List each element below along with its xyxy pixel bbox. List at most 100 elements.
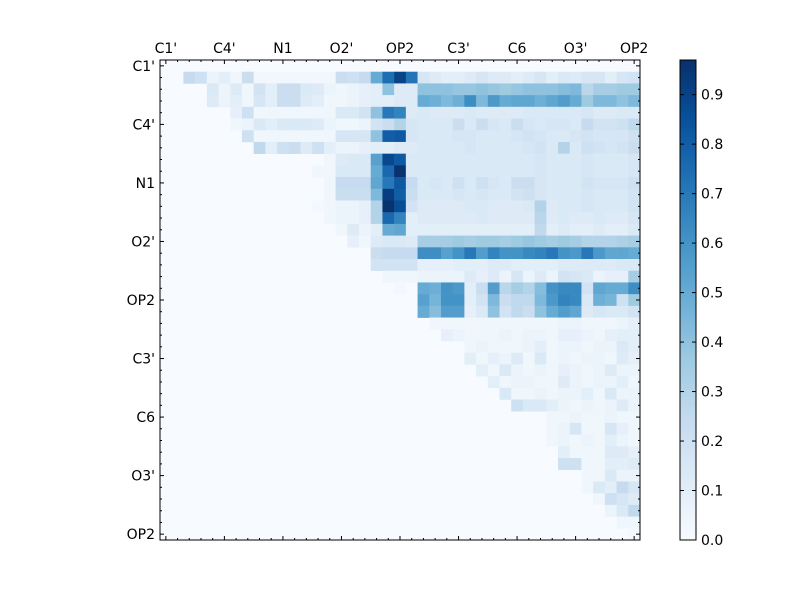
heatmap-cell bbox=[265, 95, 278, 108]
heatmap-cell bbox=[581, 305, 594, 318]
heatmap-cell bbox=[312, 95, 325, 108]
heatmap-cell bbox=[476, 118, 489, 131]
heatmap-cell bbox=[558, 130, 571, 143]
heatmap-cell bbox=[511, 340, 524, 353]
heatmap-cell bbox=[522, 141, 535, 154]
heatmap-cell bbox=[323, 165, 336, 178]
heatmap-cell bbox=[581, 364, 594, 377]
heatmap-cell bbox=[452, 294, 465, 307]
heatmap-cell bbox=[522, 399, 535, 412]
heatmap-cell bbox=[569, 376, 582, 389]
heatmap-cell bbox=[429, 200, 442, 213]
heatmap-cell bbox=[382, 235, 395, 248]
heatmap-cell bbox=[534, 141, 547, 154]
heatmap-cell bbox=[616, 516, 629, 529]
heatmap-cell bbox=[511, 223, 524, 236]
heatmap-cell bbox=[593, 446, 606, 459]
heatmap-cell bbox=[476, 71, 489, 84]
heatmap-cell bbox=[417, 153, 430, 166]
heatmap-cell bbox=[581, 294, 594, 307]
heatmap-cell bbox=[405, 71, 418, 84]
heatmap-cell bbox=[370, 177, 383, 190]
heatmap-cell bbox=[476, 200, 489, 213]
heatmap-cell bbox=[370, 165, 383, 178]
heatmap-cell bbox=[370, 212, 383, 225]
heatmap-cell bbox=[382, 188, 395, 201]
heatmap-cell bbox=[394, 223, 407, 236]
heatmap-cell bbox=[569, 153, 582, 166]
heatmap-cell bbox=[616, 118, 629, 131]
heatmap-cell bbox=[347, 235, 360, 248]
heatmap-cell bbox=[604, 364, 617, 377]
heatmap-cell bbox=[417, 130, 430, 143]
heatmap-cell bbox=[546, 106, 559, 119]
heatmap-cell bbox=[405, 165, 418, 178]
heatmap-cell bbox=[511, 352, 524, 365]
heatmap-cell bbox=[429, 130, 442, 143]
heatmap-cell bbox=[487, 130, 500, 143]
heatmap-cell bbox=[558, 376, 571, 389]
heatmap-cell bbox=[417, 212, 430, 225]
heatmap-cell bbox=[534, 95, 547, 108]
heatmap-cell bbox=[616, 71, 629, 84]
y-tick-label: C1' bbox=[132, 59, 155, 75]
heatmap-cell bbox=[546, 130, 559, 143]
colorbar-tick-label: 0.1 bbox=[701, 484, 723, 500]
heatmap-cell bbox=[359, 223, 372, 236]
heatmap-cell bbox=[487, 329, 500, 342]
heatmap-cell bbox=[522, 177, 535, 190]
heatmap-cell bbox=[464, 165, 477, 178]
heatmap-cell bbox=[335, 188, 348, 201]
heatmap-cell bbox=[323, 71, 336, 84]
heatmap-cell bbox=[546, 223, 559, 236]
heatmap-cell bbox=[312, 106, 325, 119]
heatmap-cell bbox=[288, 141, 301, 154]
heatmap-cell bbox=[593, 282, 606, 295]
heatmap-cell bbox=[581, 352, 594, 365]
heatmap-cell bbox=[569, 305, 582, 318]
heatmap-cell bbox=[335, 200, 348, 213]
heatmap-cell bbox=[253, 106, 266, 119]
heatmap-cell bbox=[288, 106, 301, 119]
heatmap-cell bbox=[511, 200, 524, 213]
heatmap-cell bbox=[253, 118, 266, 131]
heatmap-cell bbox=[628, 364, 641, 377]
heatmap-cell bbox=[440, 212, 453, 225]
heatmap-cell bbox=[534, 212, 547, 225]
heatmap-cell bbox=[593, 364, 606, 377]
y-tick-label: N1 bbox=[136, 176, 155, 192]
heatmap-cell bbox=[405, 177, 418, 190]
heatmap-cell bbox=[581, 270, 594, 283]
heatmap-cell bbox=[569, 83, 582, 96]
heatmap-cell bbox=[359, 212, 372, 225]
heatmap-cell bbox=[429, 235, 442, 248]
heatmap-cell bbox=[476, 83, 489, 96]
heatmap-cell bbox=[464, 259, 477, 272]
heatmap-cell bbox=[628, 493, 641, 506]
heatmap-cell bbox=[429, 259, 442, 272]
heatmap-cell bbox=[581, 177, 594, 190]
heatmap-cell bbox=[464, 130, 477, 143]
heatmap-cell bbox=[499, 83, 512, 96]
heatmap-cell bbox=[452, 141, 465, 154]
heatmap-cell bbox=[253, 141, 266, 154]
heatmap-cell bbox=[569, 235, 582, 248]
heatmap-cell bbox=[230, 83, 243, 96]
heatmap-cell bbox=[499, 364, 512, 377]
heatmap-cell bbox=[452, 165, 465, 178]
heatmap-cell bbox=[558, 282, 571, 295]
heatmap-cell bbox=[464, 141, 477, 154]
heatmap-cell bbox=[417, 177, 430, 190]
heatmap-cell bbox=[417, 165, 430, 178]
heatmap-cell bbox=[569, 329, 582, 342]
heatmap-cell bbox=[487, 165, 500, 178]
heatmap-cell bbox=[558, 235, 571, 248]
heatmap-cell bbox=[347, 212, 360, 225]
heatmap-cell bbox=[522, 223, 535, 236]
heatmap-cell bbox=[558, 364, 571, 377]
heatmap-cell bbox=[429, 223, 442, 236]
y-tick-label: C6 bbox=[136, 410, 155, 426]
heatmap-cell bbox=[569, 223, 582, 236]
heatmap-cell bbox=[581, 188, 594, 201]
heatmap-cell bbox=[534, 83, 547, 96]
